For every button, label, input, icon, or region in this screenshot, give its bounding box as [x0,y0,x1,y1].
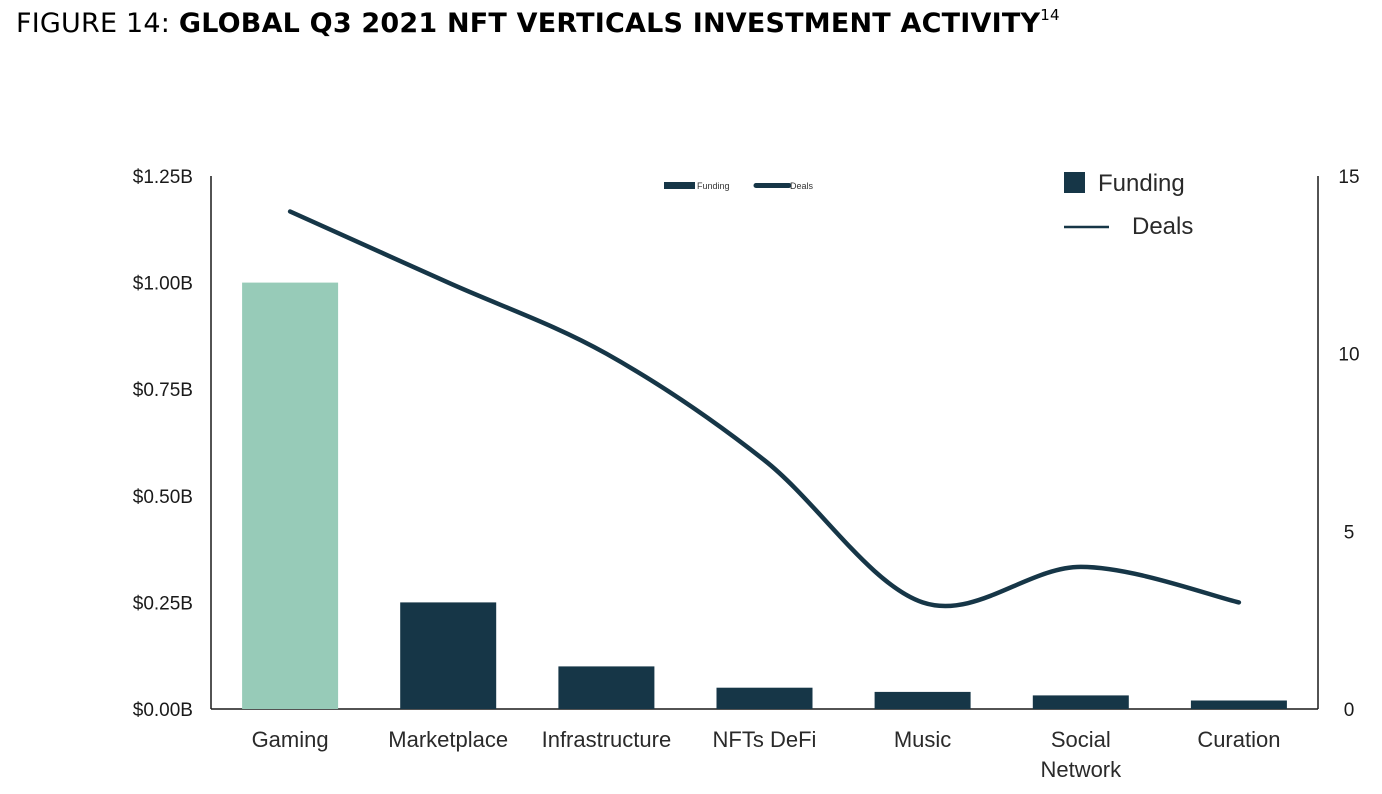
bar-curation [1190,700,1287,709]
bar-nfts-defi [716,687,813,709]
bar-gaming [242,282,339,709]
y-right-tick-label: 10 [1338,345,1359,366]
x-tick-label-nfts-defi: NFTs DeFi [713,727,817,752]
category-labels: Gaming Marketplace Infrastructure NFTs DeFi… [252,727,1281,782]
legend-small-deals-label: Deals [790,181,814,191]
legend-small-funding-label: Funding [697,181,730,191]
legend-funding-label: Funding [1098,170,1185,197]
y-right-tick-label: 0 [1344,700,1355,721]
figure-footnote: 14 [1040,6,1060,24]
x-tick-label-infrastructure: Infrastructure [542,727,672,752]
x-tick-label-curation: Curation [1197,727,1280,752]
x-tick-label-social-network: Social Network [1040,727,1122,782]
bar-infrastructure [558,666,655,709]
x-tick-label-marketplace: Marketplace [388,727,508,752]
funding-bars [242,282,1287,709]
legend-deals-label: Deals [1132,213,1193,240]
legend: Funding Deals [1064,170,1193,240]
y-left-tick-label: $0.50B [133,487,193,508]
y-left-tick-label: $0.25B [133,593,193,614]
left-tick-labels: $0.00B $0.25B $0.50B $0.75B $1.00B $1.25B [133,167,193,721]
x-tick-label-gaming: Gaming [252,727,329,752]
y-right-tick-label: 5 [1344,522,1355,543]
y-left-tick-label: $1.00B [133,274,193,295]
figure-title: FIGURE 14: GLOBAL Q3 2021 NFT VERTICALS … [16,6,1060,39]
y-left-tick-label: $0.75B [133,380,193,401]
y-left-tick-label: $0.00B [133,700,193,721]
figure-title-text: GLOBAL Q3 2021 NFT VERTICALS INVESTMENT … [178,8,1041,39]
right-tick-labels: 0 5 10 15 [1338,167,1359,721]
legend-small: Funding Deals [664,181,814,191]
bar-marketplace [400,602,497,709]
legend-small-funding-swatch [664,182,695,189]
y-right-tick-label: 15 [1338,167,1359,188]
chart-axes [210,176,1319,710]
x-tick-label-music: Music [894,727,951,752]
figure-prefix: FIGURE 14: [16,8,179,39]
bar-social-network [1032,695,1129,709]
bar-music [874,691,971,709]
y-left-tick-label: $1.25B [133,167,193,188]
legend-funding-swatch [1064,172,1085,193]
deals-line [287,209,1242,609]
